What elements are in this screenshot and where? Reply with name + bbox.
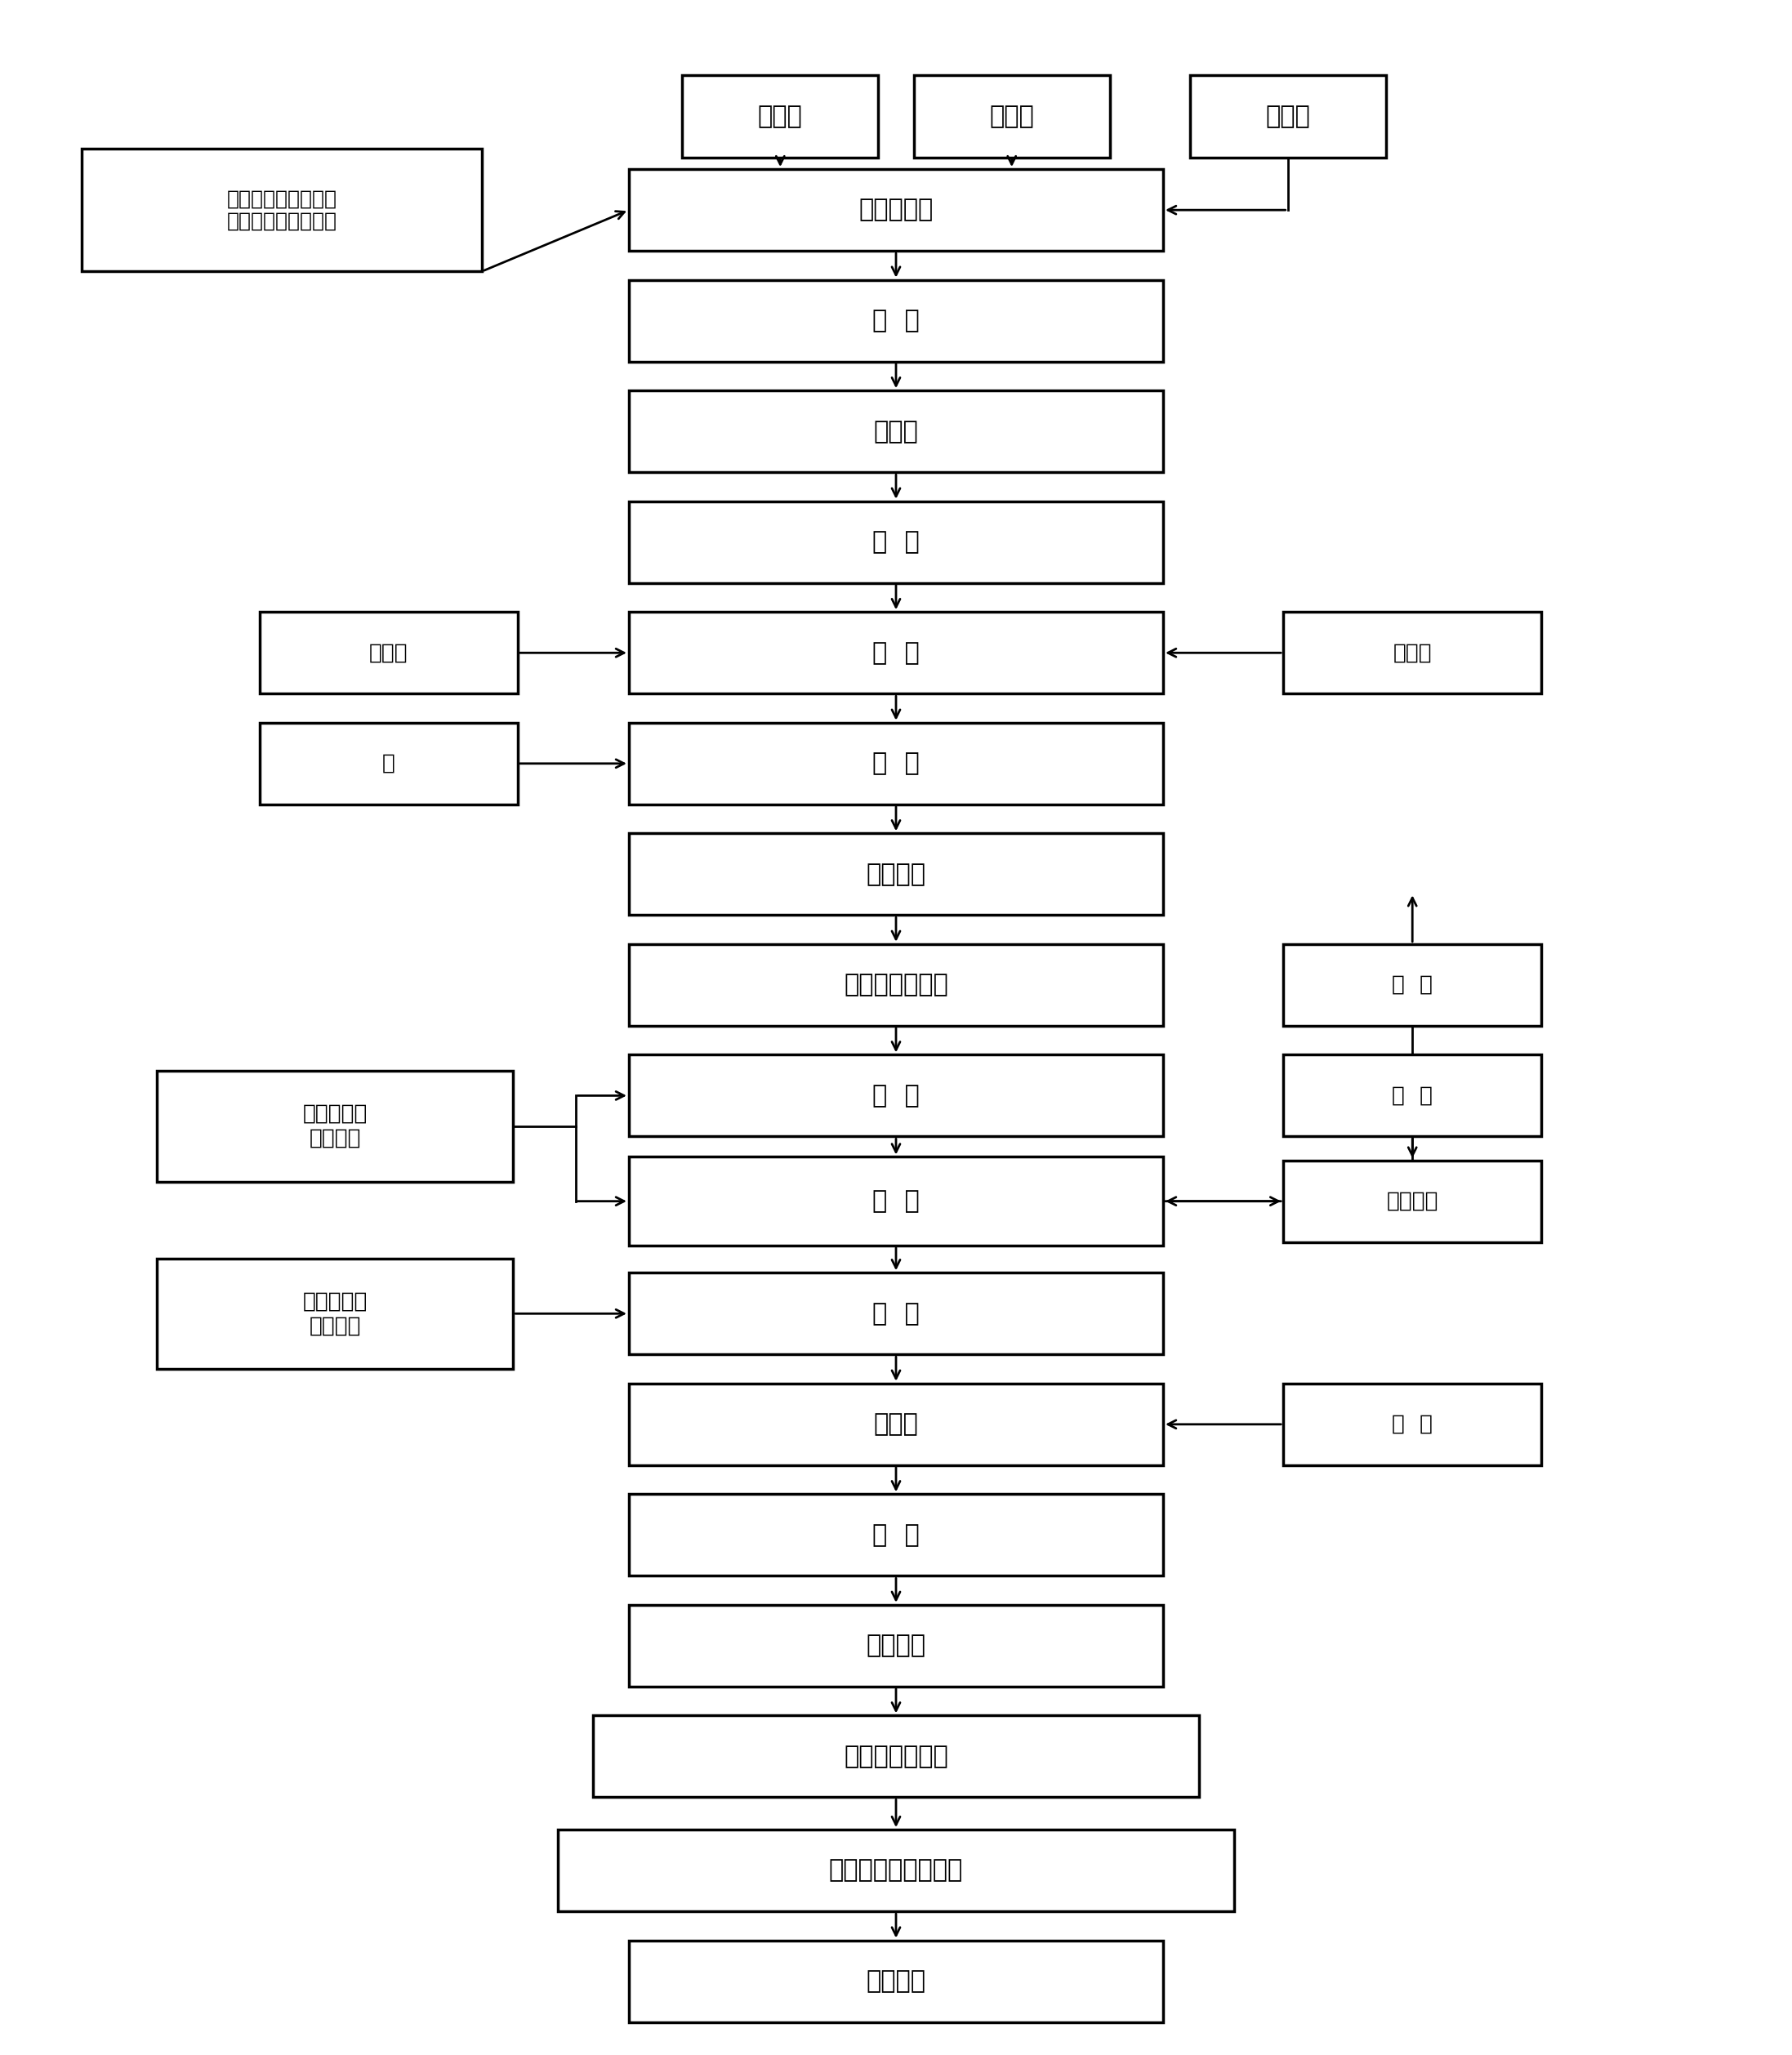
Bar <box>557 1829 1235 1911</box>
Bar <box>260 723 518 804</box>
Bar <box>629 279 1163 362</box>
Text: 竖炉烘干筛布料: 竖炉烘干筛布料 <box>844 974 948 997</box>
Text: 吹氧、吹氩脱碳精炼: 吹氧、吹氩脱碳精炼 <box>830 1858 962 1882</box>
Bar <box>629 390 1163 473</box>
Text: 烘  干: 烘 干 <box>873 1083 919 1108</box>
Text: 脱硫剂: 脱硫剂 <box>989 105 1034 127</box>
Text: 燃气、燃煤
罐外加热: 燃气、燃煤 罐外加热 <box>303 1104 367 1149</box>
Bar <box>629 1494 1163 1576</box>
Bar <box>629 1605 1163 1687</box>
Text: 烟  囱: 烟 囱 <box>1392 1085 1434 1106</box>
Bar <box>260 612 518 695</box>
Text: 添加剂: 添加剂 <box>1265 105 1310 127</box>
Bar <box>1283 612 1541 695</box>
Bar <box>81 148 482 271</box>
Bar <box>593 1716 1199 1798</box>
Text: 预  热: 预 热 <box>873 1190 919 1212</box>
Text: 冷  风: 冷 风 <box>1392 1414 1434 1434</box>
Text: 密封下料: 密封下料 <box>866 863 926 886</box>
Bar <box>629 723 1163 804</box>
Bar <box>629 1383 1163 1465</box>
Text: 红土镍矿粉、不锈钢
铁磷、尘灰、烟道灰: 红土镍矿粉、不锈钢 铁磷、尘灰、烟道灰 <box>226 189 337 232</box>
Bar <box>629 1940 1163 2022</box>
Text: 还  原: 还 原 <box>873 1301 919 1325</box>
Bar <box>629 1272 1163 1354</box>
Text: 螺旋出料: 螺旋出料 <box>866 1634 926 1658</box>
Bar <box>629 501 1163 584</box>
Bar <box>1283 1383 1541 1465</box>
Text: 钝  化: 钝 化 <box>873 530 919 555</box>
Text: 风冷却: 风冷却 <box>874 1412 918 1436</box>
Bar <box>1283 943 1541 1025</box>
Bar <box>629 612 1163 695</box>
Text: 水  冷: 水 冷 <box>873 1523 919 1547</box>
Text: 有衬电弧炉冶炼: 有衬电弧炉冶炼 <box>844 1745 948 1767</box>
Bar <box>629 169 1163 251</box>
Bar <box>1283 1054 1541 1136</box>
Text: 除  尘: 除 尘 <box>1392 974 1434 995</box>
Text: 燃气、燃煤
罐内加热: 燃气、燃煤 罐内加热 <box>303 1291 367 1336</box>
Bar <box>629 943 1163 1025</box>
Bar <box>1283 1161 1541 1241</box>
Text: 水: 水 <box>382 752 394 775</box>
Text: 还原剂: 还原剂 <box>758 105 803 127</box>
Bar <box>158 1258 513 1369</box>
Bar <box>629 834 1163 914</box>
Bar <box>914 76 1109 158</box>
Text: 添加剂: 添加剂 <box>1392 643 1432 664</box>
Bar <box>683 76 878 158</box>
Bar <box>629 1157 1163 1245</box>
Text: 混  匀: 混 匀 <box>873 641 919 664</box>
Text: 粉  碎: 粉 碎 <box>873 308 919 333</box>
Bar <box>158 1071 513 1182</box>
Text: 超细粉: 超细粉 <box>874 419 918 444</box>
Text: 粘接剂: 粘接剂 <box>369 643 409 664</box>
Bar <box>1190 76 1385 158</box>
Text: 造  球: 造 球 <box>873 752 919 775</box>
Text: 浇注成型: 浇注成型 <box>866 1969 926 1993</box>
Bar <box>629 1054 1163 1136</box>
Text: 余热回收: 余热回收 <box>1387 1190 1439 1212</box>
Text: 配料、混合: 配料、混合 <box>858 197 934 222</box>
